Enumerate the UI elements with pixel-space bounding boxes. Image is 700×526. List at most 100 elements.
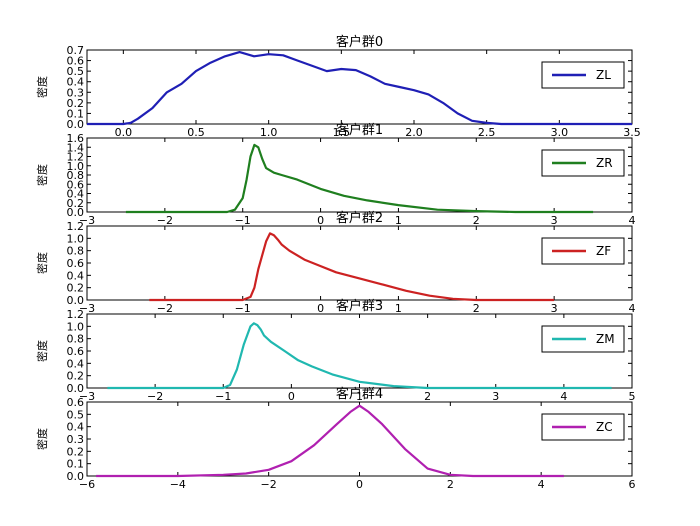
y-tick-label: 1.6 (67, 132, 85, 145)
x-tick-label: 5 (629, 390, 636, 403)
y-tick-label: 0.4 (67, 421, 85, 434)
x-tick-label: 1.5 (333, 126, 351, 139)
x-tick-label: 0 (317, 302, 324, 315)
y-axis-label: 密度 (35, 76, 49, 98)
y-tick-label: 1.0 (67, 232, 85, 245)
panel-title: 客户群4 (336, 386, 383, 402)
y-tick-label: 0.0 (67, 382, 85, 395)
y-tick-label: 0.4 (67, 269, 85, 282)
y-tick-label: 0.2 (67, 282, 85, 295)
x-tick-label: 4 (538, 478, 545, 491)
x-tick-label: −2 (261, 478, 277, 491)
x-tick-label: 4 (629, 214, 636, 227)
y-tick-label: 1.2 (67, 220, 85, 233)
x-tick-label: 2.0 (405, 126, 423, 139)
x-tick-label: −3 (79, 214, 95, 227)
x-tick-label: 0 (288, 390, 295, 403)
y-tick-label: 0.8 (67, 169, 85, 182)
y-tick-label: 0.6 (67, 345, 85, 358)
legend-label: ZC (596, 420, 613, 434)
y-tick-label: 0.4 (67, 357, 85, 370)
x-tick-label: 6 (629, 478, 636, 491)
x-tick-label: 4 (560, 390, 567, 403)
y-tick-label: 1.4 (67, 141, 85, 154)
x-tick-label: −2 (147, 390, 163, 403)
x-tick-label: 0.5 (187, 126, 205, 139)
y-tick-label: 0.2 (67, 197, 85, 210)
y-tick-label: 1.2 (67, 151, 85, 164)
x-tick-label: 2 (424, 390, 431, 403)
x-tick-label: 3.0 (551, 126, 569, 139)
panel-0: 0.0 0.5 1.0 1.5 2.0 2.5 3.0 3.50.00.10.20.30.40… (35, 34, 641, 139)
series-line-ZF (149, 232, 555, 302)
x-tick-label: −1 (235, 214, 251, 227)
y-tick-label: 0.2 (67, 97, 85, 110)
panel-2: −3 −2 −1 0 1 2 3 4 0.00.20.40.60.81.01.2 密度 客户群2 ZF (35, 210, 636, 315)
x-tick-label: −2 (157, 214, 173, 227)
y-tick-label: 0.4 (67, 76, 85, 89)
x-tick-label: −6 (79, 478, 95, 491)
y-axis-label: 密度 (35, 340, 49, 362)
x-tick-label: 2 (473, 302, 480, 315)
x-tick-label: 1.0 (260, 126, 278, 139)
y-tick-label: 0.5 (67, 65, 85, 78)
y-tick-label: 0.0 (67, 206, 85, 219)
y-tick-label: 1.0 (67, 320, 85, 333)
legend-label: ZM (596, 332, 615, 346)
series-line-ZM (107, 322, 612, 390)
panel-title: 客户群1 (336, 122, 383, 138)
series-line-ZR (125, 143, 594, 214)
y-axis-label: 密度 (35, 164, 49, 186)
x-tick-label: 1 (395, 302, 402, 315)
y-tick-label: 0.0 (67, 294, 85, 307)
y-tick-label: 0.5 (67, 408, 85, 421)
y-tick-label: 0.3 (67, 433, 85, 446)
y-tick-label: 0.6 (67, 55, 85, 68)
x-tick-label: 0 (317, 214, 324, 227)
x-tick-label: 2.5 (478, 126, 496, 139)
y-tick-label: 0.4 (67, 188, 85, 201)
y-tick-label: 0.6 (67, 396, 85, 409)
panel-title: 客户群3 (336, 298, 383, 314)
x-tick-label: 2 (473, 214, 480, 227)
panel-title: 客户群2 (336, 210, 383, 226)
x-tick-label: −2 (157, 302, 173, 315)
legend-label: ZF (596, 244, 611, 258)
y-tick-label: 0.6 (67, 257, 85, 270)
y-tick-label: 0.8 (67, 333, 85, 346)
x-tick-label: 2 (447, 478, 454, 491)
y-tick-label: 0.0 (67, 118, 85, 131)
y-tick-label: 0.1 (67, 458, 85, 471)
panel-3: −3 −2 −1 0 1 2 3 4 5 0.00.20.40.60.81.01.2 密度 客户群3 Z… (35, 298, 636, 403)
x-tick-label: 3 (551, 214, 558, 227)
x-tick-label: −1 (215, 390, 231, 403)
x-tick-label: 0.0 (115, 126, 133, 139)
y-tick-label: 0.7 (67, 44, 85, 57)
x-tick-label: 3 (551, 302, 558, 315)
x-tick-label: 1 (395, 214, 402, 227)
x-tick-label: 1 (356, 390, 363, 403)
x-tick-label: −3 (79, 302, 95, 315)
panel-title: 客户群0 (336, 34, 383, 50)
series-line-ZC (96, 404, 564, 478)
y-tick-label: 1.2 (67, 308, 85, 321)
y-tick-label: 1.0 (67, 160, 85, 173)
x-tick-label: 3 (492, 390, 499, 403)
x-tick-label: −4 (170, 478, 186, 491)
y-tick-label: 0.1 (67, 107, 85, 120)
x-tick-label: −1 (235, 302, 251, 315)
series-line-ZL (87, 51, 632, 126)
legend-label: ZL (596, 68, 611, 82)
y-tick-label: 0.0 (67, 470, 85, 483)
x-tick-label: 3.5 (623, 126, 641, 139)
y-axis-label: 密度 (35, 428, 49, 450)
panel-1: −3 −2 −1 0 1 2 3 40.00.20.40.60.81.01.21.41.6密度… (35, 122, 636, 227)
x-tick-label: 0 (356, 478, 363, 491)
x-tick-label: 4 (629, 302, 636, 315)
y-tick-label: 0.2 (67, 370, 85, 383)
panel-4: −6 −4 −2 0 2 4 6 0.00.10.20.30.40.50.6 密度 客户群4 ZC (35, 386, 636, 491)
x-tick-label: −3 (79, 390, 95, 403)
y-axis-label: 密度 (35, 252, 49, 274)
y-tick-label: 0.6 (67, 178, 85, 191)
